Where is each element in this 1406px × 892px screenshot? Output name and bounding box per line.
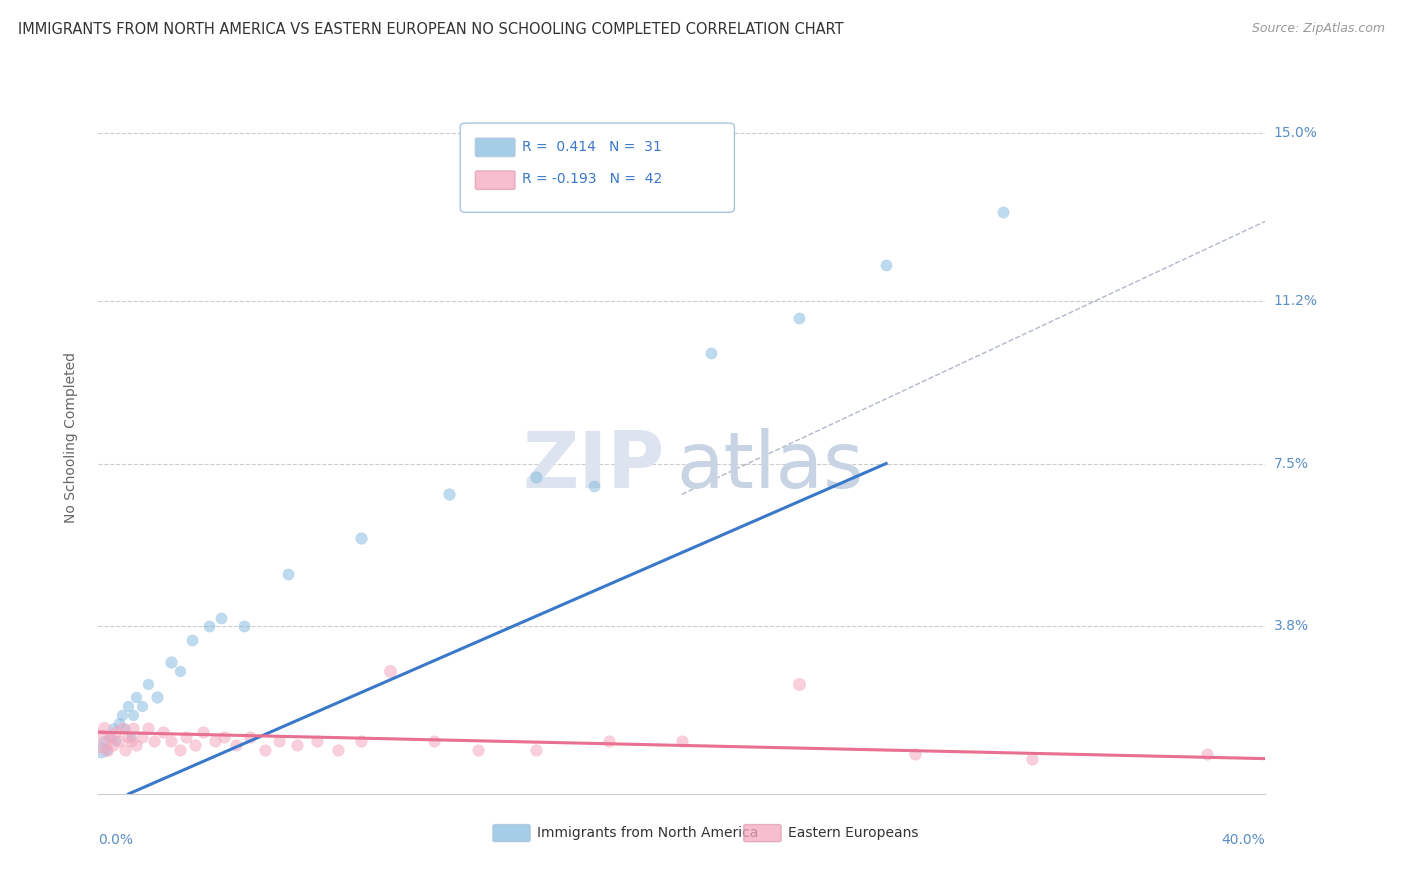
Point — [98, 730, 121, 744]
Point — [269, 734, 291, 748]
Text: Eastern Europeans: Eastern Europeans — [789, 826, 918, 840]
Text: R =  0.414   N =  31: R = 0.414 N = 31 — [522, 140, 662, 153]
Point — [598, 734, 620, 748]
Point — [125, 690, 148, 704]
Point — [136, 677, 159, 691]
Point — [120, 734, 142, 748]
Point — [169, 664, 191, 678]
Point — [787, 677, 810, 691]
Point — [125, 739, 148, 753]
Point — [174, 730, 197, 744]
Point — [253, 743, 276, 757]
Point — [239, 730, 262, 744]
Point — [350, 532, 373, 546]
Point — [233, 619, 256, 633]
Point — [524, 743, 547, 757]
Text: 7.5%: 7.5% — [1274, 457, 1309, 470]
Point — [209, 610, 232, 624]
Point — [583, 478, 606, 492]
Text: 0.0%: 0.0% — [98, 833, 134, 847]
Point — [169, 743, 191, 757]
Text: atlas: atlas — [676, 427, 863, 504]
Point — [524, 469, 547, 483]
Text: R = -0.193   N =  42: R = -0.193 N = 42 — [522, 172, 662, 186]
Point — [90, 743, 112, 757]
Point — [225, 739, 247, 753]
Point — [136, 721, 159, 735]
Text: 40.0%: 40.0% — [1222, 833, 1265, 847]
Text: 11.2%: 11.2% — [1274, 293, 1317, 308]
FancyBboxPatch shape — [494, 824, 530, 842]
Point — [180, 632, 202, 647]
Point — [90, 734, 112, 748]
Point — [787, 311, 810, 326]
Point — [307, 734, 329, 748]
FancyBboxPatch shape — [475, 138, 515, 157]
Point — [277, 566, 299, 581]
Point — [96, 743, 118, 757]
Point — [117, 698, 139, 713]
Point — [204, 734, 226, 748]
Point — [93, 721, 115, 735]
Text: Source: ZipAtlas.com: Source: ZipAtlas.com — [1251, 22, 1385, 36]
Y-axis label: No Schooling Completed: No Schooling Completed — [63, 351, 77, 523]
Point — [104, 734, 127, 748]
FancyBboxPatch shape — [744, 824, 782, 842]
Point — [142, 734, 165, 748]
Point — [285, 739, 308, 753]
Point — [875, 258, 897, 272]
Point — [146, 690, 169, 704]
Text: Immigrants from North America: Immigrants from North America — [537, 826, 759, 840]
Point — [212, 730, 235, 744]
Point — [1195, 747, 1218, 762]
Text: 15.0%: 15.0% — [1274, 126, 1317, 140]
Point — [152, 725, 174, 739]
Point — [114, 721, 136, 735]
Point — [117, 730, 139, 744]
Point — [122, 721, 145, 735]
Point — [96, 743, 118, 757]
Point — [104, 725, 127, 739]
Point — [326, 743, 349, 757]
FancyBboxPatch shape — [475, 171, 515, 189]
Point — [380, 664, 402, 678]
Point — [904, 747, 927, 762]
Point — [114, 743, 136, 757]
FancyBboxPatch shape — [460, 123, 734, 212]
Point — [111, 721, 134, 735]
Point — [101, 739, 124, 753]
Point — [108, 734, 131, 748]
Text: ZIP: ZIP — [522, 427, 665, 504]
Point — [111, 707, 134, 722]
Point — [437, 487, 460, 501]
Point — [991, 205, 1014, 219]
Point — [160, 734, 183, 748]
Point — [131, 730, 153, 744]
Point — [193, 725, 215, 739]
Text: IMMIGRANTS FROM NORTH AMERICA VS EASTERN EUROPEAN NO SCHOOLING COMPLETED CORRELA: IMMIGRANTS FROM NORTH AMERICA VS EASTERN… — [18, 22, 844, 37]
Point — [671, 734, 693, 748]
Point — [467, 743, 489, 757]
Point — [101, 721, 124, 735]
Point — [93, 734, 115, 748]
Point — [700, 346, 723, 360]
Point — [423, 734, 446, 748]
Point — [98, 730, 121, 744]
Point — [122, 707, 145, 722]
Point — [350, 734, 373, 748]
Point — [131, 698, 153, 713]
Point — [198, 619, 221, 633]
Point — [120, 730, 142, 744]
Point — [160, 655, 183, 669]
Point — [1021, 751, 1043, 765]
Text: 3.8%: 3.8% — [1274, 619, 1309, 633]
Point — [108, 716, 131, 731]
Point — [183, 739, 205, 753]
